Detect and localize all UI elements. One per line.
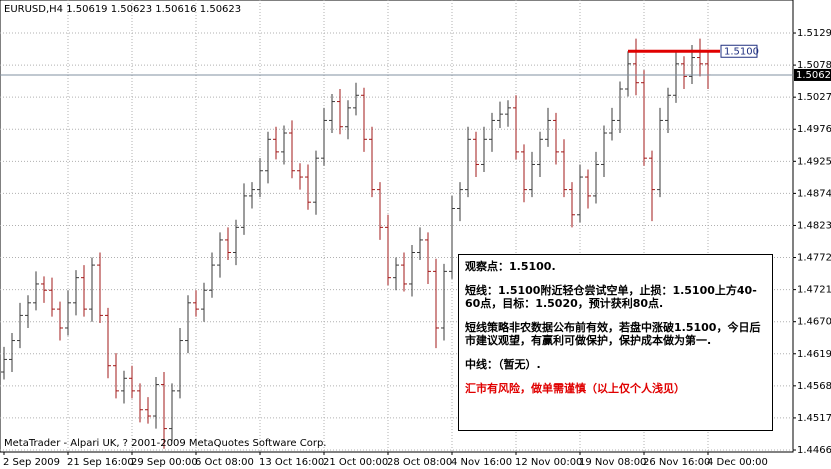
footer: MetaTrader - Alpari UK, ? 2001-2009 Meta…	[4, 438, 326, 449]
current-price-box	[794, 68, 831, 81]
y-tick-label: 1.48230	[797, 220, 831, 231]
x-tick-label: 19 Nov 08:00	[579, 457, 646, 468]
x-tick-label: 2 Sep 2009	[3, 457, 60, 468]
annotation: 短线：1.5100附近轻仓尝试空单，止损：1.5100上方40-60点，目标：1…	[465, 284, 757, 310]
annotation: 观察点：1.5100.	[465, 260, 556, 273]
x-tick-label: 21 Sep 16:00	[67, 457, 134, 468]
x-tick-label: 28 Oct 08:00	[387, 457, 452, 468]
x-tick-label: 26 Nov 16:00	[643, 457, 710, 468]
y-tick-label: 1.44660	[797, 445, 831, 456]
x-tick-label: 6 Oct 08:00	[195, 457, 254, 468]
current-price-label: 1.50623	[796, 70, 831, 81]
y-tick-label: 1.47720	[797, 253, 831, 264]
x-tick-label: 13 Oct 16:00	[259, 457, 324, 468]
x-tick-label: 21 Oct 00:00	[323, 457, 388, 468]
y-tick-label: 1.49760	[797, 124, 831, 135]
annotation-box: 观察点：1.5100. 短线：1.5100附近轻仓尝试空单，止损：1.5100上方…	[458, 254, 773, 431]
x-tick-label: 29 Sep 00:00	[131, 457, 198, 468]
y-tick-label: 1.46190	[797, 349, 831, 360]
level-label: 1.5100	[724, 46, 759, 57]
y-tick-label: 1.46700	[797, 317, 831, 328]
x-tick-label: 4 Dec 00:00	[707, 457, 768, 468]
x-tick-label: 4 Nov 16:00	[451, 457, 512, 468]
y-tick-label: 1.48740	[797, 188, 831, 199]
y-tick-label: 1.45170	[797, 413, 831, 424]
annotation: 汇市有风险，做单需谨慎（以上仅个人浅见）	[465, 382, 685, 395]
x-tick-label: 12 Nov 00:00	[515, 457, 582, 468]
annotation: 中线：（暂无）.	[465, 358, 541, 371]
y-tick-label: 1.49250	[797, 156, 831, 167]
y-tick-label: 1.50780	[797, 60, 831, 71]
y-tick-label: 1.51290	[797, 28, 831, 39]
y-tick-label: 1.47210	[797, 285, 831, 296]
annotation: 短线策略非农数据公布前有效，若盘中涨破1.5100，今日后市建议观望，有赢利可做…	[465, 321, 761, 347]
y-tick-label: 1.45680	[797, 381, 831, 392]
level-box	[720, 44, 758, 58]
chart-title: EURUSD,H4 1.50619 1.50623 1.50616 1.5062…	[4, 4, 241, 15]
y-tick-label: 1.50270	[797, 92, 831, 103]
